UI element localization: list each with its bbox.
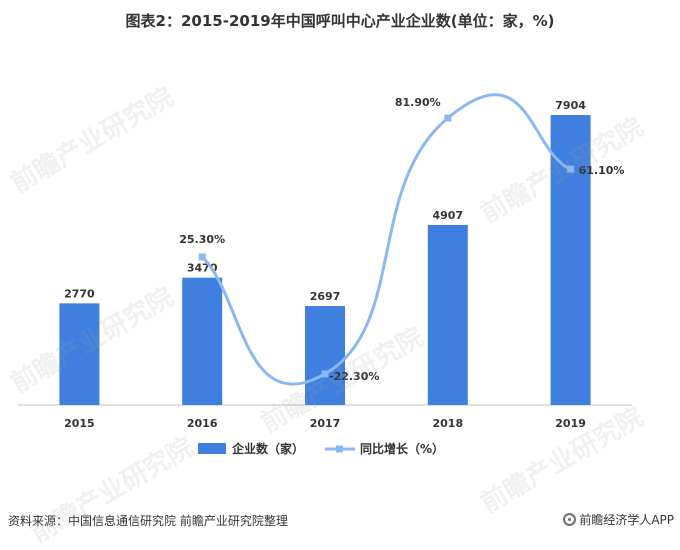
chart-title: 图表2：2015-2019年中国呼叫中心产业企业数(单位：家，%) xyxy=(125,12,555,30)
line-point-2019 xyxy=(567,165,575,173)
brand-logo-icon xyxy=(563,513,577,526)
line-point-2018 xyxy=(444,114,452,122)
legend-line-marker xyxy=(336,445,343,453)
legend-bar-swatch xyxy=(198,443,226,454)
brand-name: 前瞻经济学人APP xyxy=(579,513,674,527)
line-label-2019: 61.10% xyxy=(579,164,625,177)
line-label-2017: -22.30% xyxy=(329,370,379,383)
bar-label-2015: 2770 xyxy=(64,287,95,300)
legend-line-label: 同比增长（%） xyxy=(360,441,444,456)
x-tick-label-2016: 2016 xyxy=(187,417,218,430)
line-point-2017 xyxy=(321,370,329,378)
bar-2018 xyxy=(427,224,468,405)
bar-2015 xyxy=(59,303,100,405)
line-label-2018: 81.90% xyxy=(395,96,441,109)
bar-label-2019: 7904 xyxy=(555,99,586,112)
bar-label-2017: 2697 xyxy=(310,290,341,303)
line-label-2016: 25.30% xyxy=(179,233,225,246)
brand-footer: 前瞻经济学人APP xyxy=(563,511,674,528)
bar-2017 xyxy=(305,306,345,405)
source-note: 资料来源：中国信息通信研究院 前瞻产业研究院整理 xyxy=(8,514,288,528)
x-tick-label-2018: 2018 xyxy=(432,417,463,430)
line-point-2016 xyxy=(198,253,206,261)
bar-2016 xyxy=(182,277,223,405)
growth-line xyxy=(201,93,572,386)
x-tick-label-2019: 2019 xyxy=(555,417,586,430)
bar-label-2018: 4907 xyxy=(432,209,463,222)
x-tick-label-2017: 2017 xyxy=(310,417,341,430)
legend-bar-label: 企业数（家） xyxy=(231,441,304,456)
bar-2019 xyxy=(550,115,591,405)
x-tick-label-2015: 2015 xyxy=(64,417,95,430)
